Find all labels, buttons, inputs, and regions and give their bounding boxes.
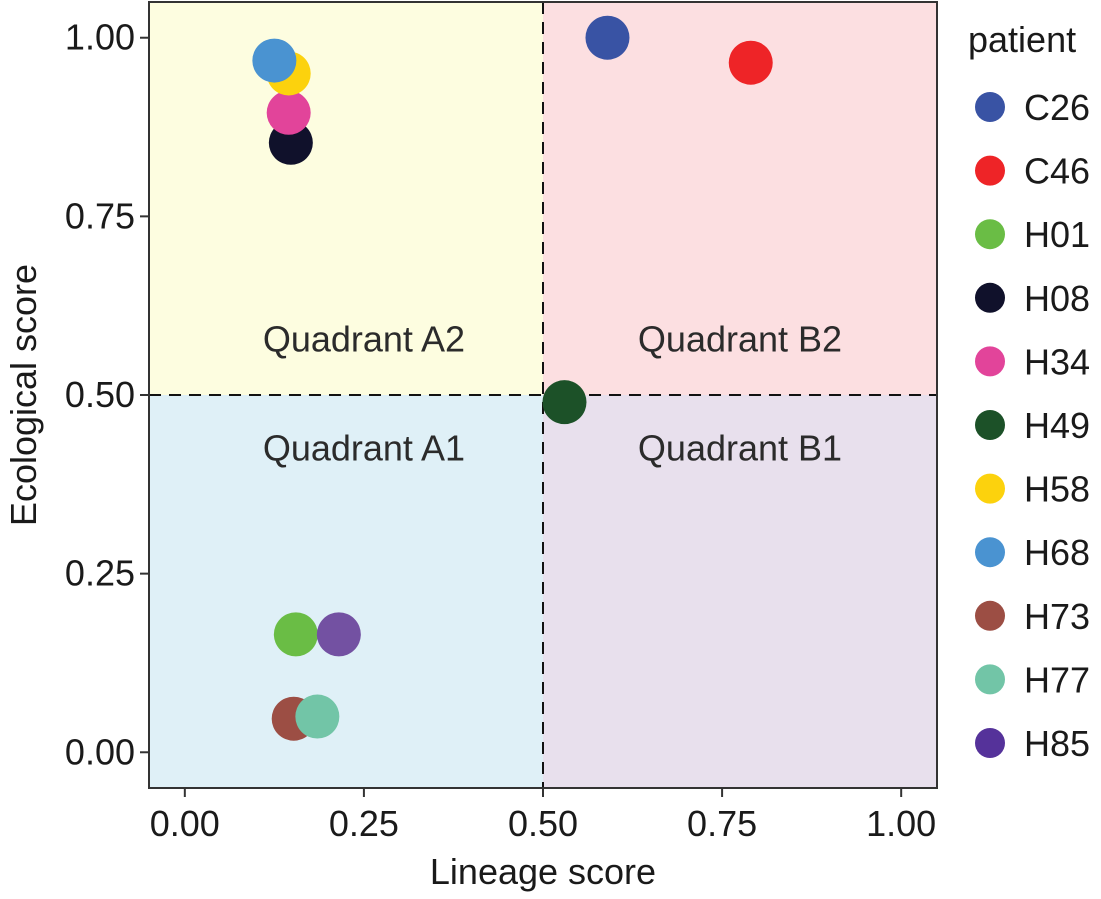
legend-key-c26	[975, 92, 1005, 122]
data-points	[252, 15, 773, 741]
x-tick-label: 0.75	[687, 803, 757, 844]
legend-key-c46	[975, 155, 1005, 186]
x-axis: 0.00 0.25 0.50 0.75 1.00	[150, 788, 936, 844]
x-tick-label: 0.25	[329, 803, 399, 844]
legend-label-h08: H08	[1024, 278, 1090, 319]
legend-label-h58: H58	[1024, 469, 1090, 510]
quadrant-b1-label: Quadrant B1	[638, 428, 842, 469]
y-axis: 0.00 0.25 0.50 0.75 1.00	[65, 17, 149, 772]
quadrant-a1-background	[149, 395, 543, 788]
point-c46	[728, 40, 773, 85]
y-axis-title: Ecological score	[3, 264, 44, 526]
legend-title: patient	[968, 19, 1076, 60]
x-tick-label: 0.50	[508, 803, 578, 844]
quadrant-b2-label: Quadrant B2	[638, 318, 842, 359]
quadrant-b1-background	[543, 395, 937, 788]
legend-label-c46: C46	[1024, 151, 1090, 192]
y-tick-label: 0.75	[65, 195, 135, 236]
legend-key-h73	[975, 600, 1005, 631]
legend: patient C26 C46 H01 H08 H34 H49 H58 H68 H73 H77 H8…	[968, 19, 1090, 764]
legend-key-h08	[975, 282, 1005, 313]
legend-key-h77	[975, 664, 1005, 695]
point-h68	[252, 38, 297, 83]
legend-key-h85	[975, 728, 1005, 758]
point-h01	[273, 612, 318, 657]
quadrant-labels: Quadrant A2 Quadrant B2 Quadrant A1 Quadran…	[263, 318, 842, 468]
x-tick-label: 1.00	[866, 803, 936, 844]
legend-label-h68: H68	[1024, 532, 1090, 573]
quadrant-a2-label: Quadrant A2	[263, 318, 465, 359]
quadrant-a1-label: Quadrant A1	[263, 428, 465, 469]
y-tick-label: 0.25	[65, 553, 135, 594]
point-c26	[585, 15, 630, 60]
threshold-lines	[149, 2, 937, 788]
legend-label-h01: H01	[1024, 214, 1090, 255]
legend-label-h34: H34	[1024, 341, 1090, 382]
y-tick-label: 0.50	[65, 374, 135, 415]
legend-key-h58	[975, 473, 1005, 504]
point-h34	[266, 90, 311, 135]
x-axis-title: Lineage score	[430, 851, 656, 892]
legend-key-h68	[975, 537, 1005, 568]
legend-key-h01	[975, 219, 1005, 250]
legend-label-h73: H73	[1024, 596, 1090, 637]
quadrant-a2-background	[149, 2, 543, 395]
x-tick-label: 0.00	[150, 803, 220, 844]
legend-key-h49	[975, 410, 1005, 440]
legend-key-h34	[975, 346, 1005, 377]
point-h77	[295, 694, 340, 739]
point-h49	[542, 380, 587, 425]
legend-label-h85: H85	[1024, 723, 1090, 764]
legend-label-c26: C26	[1024, 87, 1090, 128]
quadrant-backgrounds	[149, 2, 937, 788]
legend-label-h77: H77	[1024, 659, 1090, 700]
legend-label-h49: H49	[1024, 405, 1090, 446]
y-tick-label: 1.00	[65, 17, 135, 58]
point-h85	[316, 612, 361, 657]
y-tick-label: 0.00	[65, 731, 135, 772]
